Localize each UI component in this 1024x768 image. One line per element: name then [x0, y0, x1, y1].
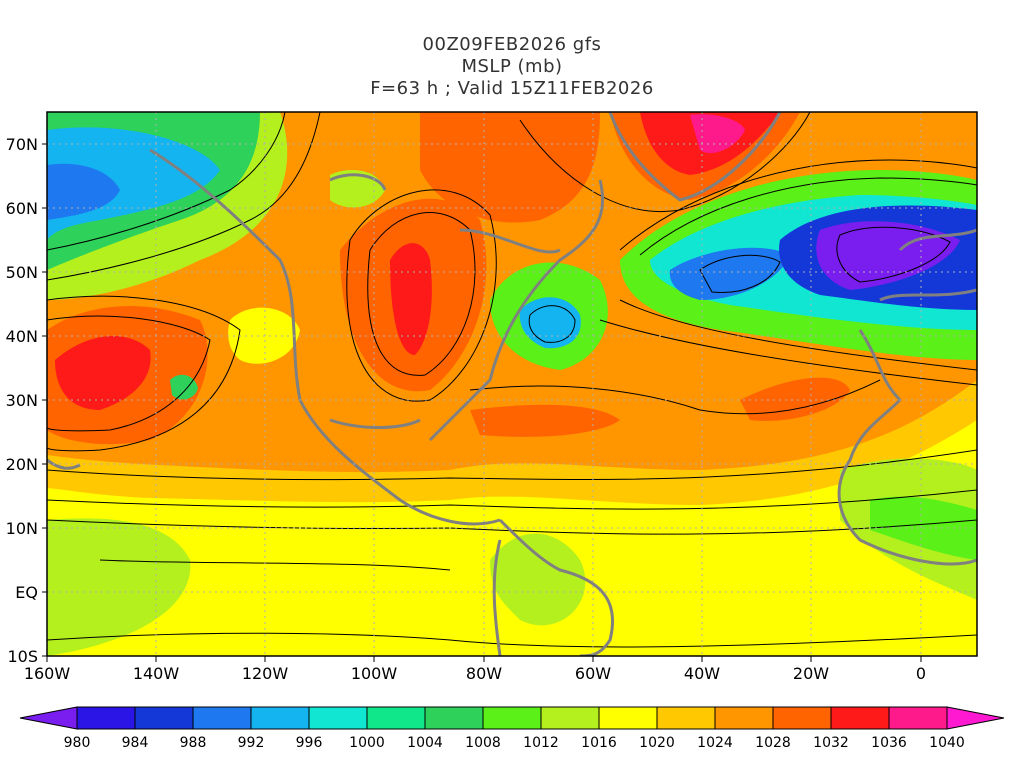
high-pacific-core: [55, 336, 151, 410]
colorbar-swatch: [192, 706, 252, 730]
colorbar-swatch: [598, 706, 658, 730]
low-pacific-small: [170, 374, 198, 400]
colorbar-arrow-low: [19, 706, 78, 730]
colorbar-label: 1008: [465, 735, 501, 751]
colorbar-label: 1036: [871, 735, 907, 751]
longitude-labels: 160W 140W 120W 100W 80W 60W 40W 20W 0: [24, 664, 926, 683]
lon-label-60w: 60W: [575, 664, 611, 683]
low-alaska-core: [47, 163, 120, 220]
axis-ticks: [42, 143, 922, 662]
colorbar-swatch: [656, 706, 716, 730]
colorbar-label: 996: [296, 735, 323, 751]
colorbar-label: 1028: [755, 735, 791, 751]
lon-label-20w: 20W: [793, 664, 829, 683]
low-south-america: [490, 533, 586, 626]
colorbar-swatch: [888, 706, 948, 730]
title-line-valid-time: F=63 h ; Valid 15Z11FEB2026: [370, 78, 654, 99]
lat-label-eq: EQ: [15, 583, 38, 602]
colorbar-label: 1012: [523, 735, 559, 751]
colorbar-label: 984: [122, 735, 149, 751]
lat-label-10n: 10N: [6, 519, 38, 538]
colorbar-swatch: [540, 706, 600, 730]
lat-label-50n: 50N: [6, 263, 38, 282]
colorbar-label: 988: [180, 735, 207, 751]
colorbar-swatch: [424, 706, 484, 730]
lon-label-80w: 80W: [466, 664, 502, 683]
lat-label-10s: 10S: [7, 647, 38, 666]
low-tropical-pacific: [47, 518, 191, 656]
colorbar-label: 1032: [813, 735, 849, 751]
colorbar-label: 992: [238, 735, 265, 751]
low-north-atlantic-west-core: [669, 247, 790, 300]
lon-label-100w: 100W: [351, 664, 398, 683]
low-alaska-996: [47, 127, 220, 240]
colorbar-label: 980: [64, 735, 91, 751]
high-north-america-core: [390, 243, 432, 355]
colorbar-label: 1000: [349, 735, 385, 751]
isobar-contours: [47, 112, 977, 648]
lat-label-70n: 70N: [6, 135, 38, 154]
lat-label-60n: 60N: [6, 199, 38, 218]
lat-label-30n: 30N: [6, 391, 38, 410]
lat-label-40n: 40N: [6, 327, 38, 346]
colorbar-swatch: [366, 706, 426, 730]
graticule: [47, 112, 977, 656]
lon-label-140w: 140W: [133, 664, 180, 683]
high-canada: [420, 112, 600, 223]
plot-frame: [46, 111, 978, 657]
high-atlantic-east: [740, 377, 850, 421]
lon-label-160w: 160W: [24, 664, 71, 683]
colorbar-swatch: [250, 706, 310, 730]
title-line-variable: MSLP (mb): [461, 56, 563, 77]
high-greenland-core: [690, 114, 745, 154]
colorbar-swatch: [714, 706, 774, 730]
lat-label-20n: 20N: [6, 455, 38, 474]
colorbar-label: 1016: [581, 735, 617, 751]
colorbar-swatch: [134, 706, 194, 730]
colorbar-swatch: [482, 706, 542, 730]
colorbar-swatch: [308, 706, 368, 730]
colorbar-swatch: [772, 706, 832, 730]
low-hudson: [330, 170, 385, 208]
coastlines: [47, 112, 977, 656]
map-field: [47, 112, 977, 656]
lon-label-120w: 120W: [242, 664, 289, 683]
colorbar-swatch: [830, 706, 890, 730]
colorbar-swatch: [76, 706, 136, 730]
colorbar-label: 1024: [697, 735, 733, 751]
lon-label-0: 0: [916, 664, 926, 683]
latitude-labels: 70N 60N 50N 40N 30N 20N 10N EQ 10S: [6, 135, 38, 666]
high-atlantic-west: [470, 404, 620, 437]
title-line-run: 00Z09FEB2026 gfs: [422, 34, 602, 55]
colorbar: 980 984 988 992 996 1000 1004 1008 1012 1016 1020 1…: [19, 706, 1005, 751]
colorbar-label: 1004: [407, 735, 443, 751]
colorbar-label: 1020: [639, 735, 675, 751]
colorbar-label: 1040: [929, 735, 965, 751]
lon-label-40w: 40W: [684, 664, 720, 683]
colorbar-arrow-high: [946, 706, 1005, 730]
